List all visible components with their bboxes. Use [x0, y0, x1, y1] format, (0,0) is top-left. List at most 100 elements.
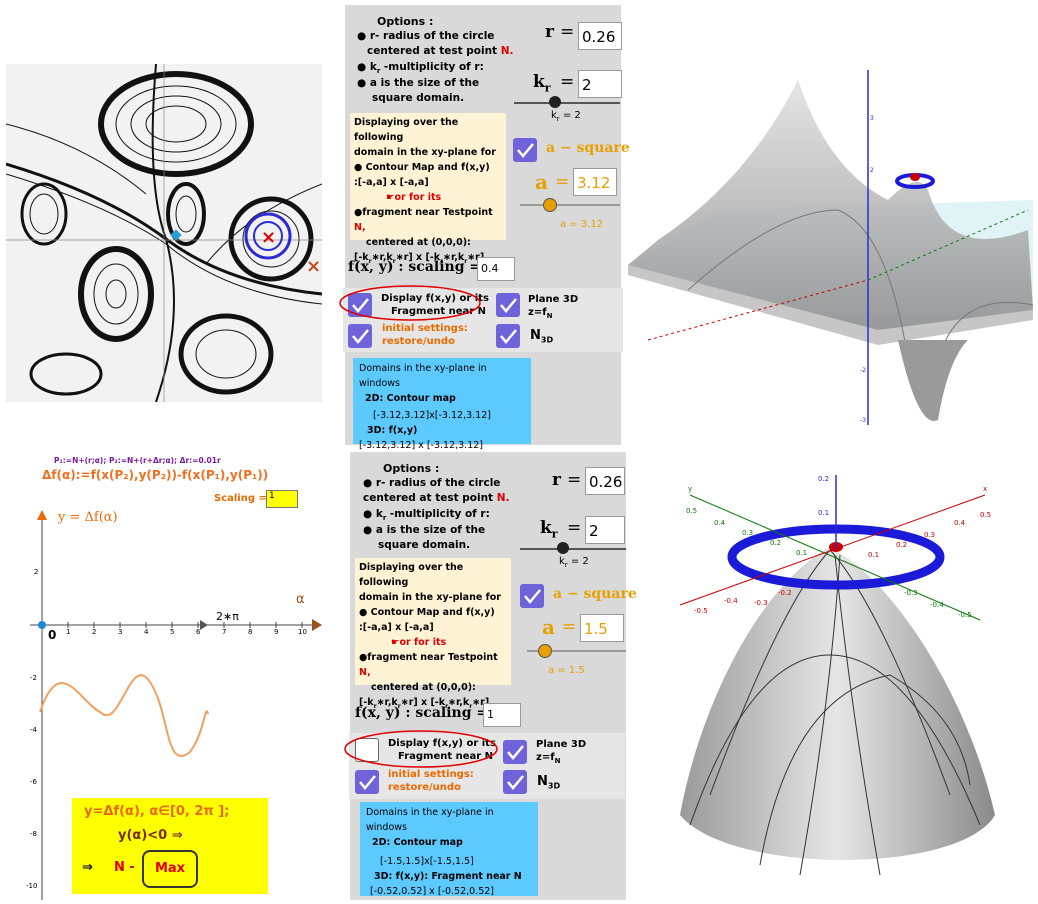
a-slider-knob[interactable] [543, 198, 557, 212]
plane-3d-label: Plane 3D z=fN [528, 294, 579, 320]
n3d-checkbox-bottom[interactable] [503, 770, 527, 794]
r-input[interactable]: 0.26 [578, 22, 622, 50]
a-square-label-bottom: a − square [553, 586, 637, 602]
y-tick-m8: -8 [30, 830, 37, 838]
contour-map-view[interactable]: × × [6, 64, 322, 402]
a-square-checkbox-bottom[interactable] [520, 584, 544, 608]
svg-text:×: × [306, 256, 321, 277]
kr-label-bottom: kr [540, 518, 558, 541]
svg-text:-0.4: -0.4 [930, 601, 944, 609]
option-kr-line: ● kr -multiplicity of r: [357, 61, 484, 76]
display-fxy-label-bottom: Display f(x,y) or its Fragment near N [388, 738, 496, 762]
a-slider-track-bottom[interactable] [527, 650, 626, 652]
x-tick-10: 10 [298, 628, 307, 636]
kr-slider-track-bottom[interactable] [520, 548, 626, 550]
kr-input[interactable]: 2 [578, 70, 622, 98]
kr-slider-value-bottom: kr = 2 [559, 556, 589, 569]
fxy-scaling-label-bottom: f(x, y) : scaling = [355, 705, 489, 721]
svg-text:0.5: 0.5 [980, 511, 991, 519]
red-highlight-ellipse-bottom [344, 730, 498, 768]
svg-text:-0.2: -0.2 [778, 589, 792, 597]
option-r-line: ● r- radius of the circle [357, 30, 495, 42]
initial-settings-label-bottom: initial settings: restore/undo [388, 769, 474, 793]
graph-2d-view[interactable]: P₁:=N+(r;α); P₂:=N+(r+Δr;α); Δr:=0.01r Δ… [26, 452, 342, 900]
svg-text:0.2: 0.2 [770, 539, 781, 547]
a-slider-value: a = 3.12 [560, 219, 604, 230]
a-slider-knob-bottom[interactable] [538, 644, 552, 658]
svg-text:0.3: 0.3 [924, 531, 935, 539]
a-slider-track[interactable] [520, 204, 620, 206]
svg-text:3: 3 [870, 115, 874, 122]
svg-text:-0.5: -0.5 [958, 611, 972, 619]
plane-3d-checkbox-bottom[interactable] [503, 740, 527, 764]
y-tick-m10: -10 [26, 882, 38, 890]
summary-line2: y(α)<0 ⇒ [118, 828, 183, 843]
view-3d-top[interactable]: 3 2 -2 -3 [628, 60, 1033, 430]
svg-text:0.3: 0.3 [742, 529, 753, 537]
y-tick-m6: -6 [30, 778, 37, 786]
option-square-line: square domain. [372, 92, 465, 104]
graph-y-label: y = Δf(α) [58, 510, 118, 525]
kr-slider-value: kr = 2 [551, 110, 581, 123]
n3d-label: N3D [530, 328, 554, 345]
svg-text:0.4: 0.4 [954, 519, 966, 527]
plane-3d-checkbox[interactable] [496, 293, 520, 317]
plane-3d-label-bottom: Plane 3D z=fN [536, 739, 587, 765]
y-tick-2: 2 [34, 568, 39, 576]
svg-text:-3: -3 [860, 417, 866, 424]
graph-alpha-label: α [296, 592, 305, 607]
a-input-bottom[interactable]: 1.5 [580, 614, 624, 642]
option-centered-line-bottom: centered at test point N. [363, 492, 510, 504]
svg-text:×: × [261, 227, 276, 248]
a-square-label: a − square [546, 140, 630, 156]
y-tick-m4: -4 [30, 726, 37, 734]
a-equals: = [555, 172, 570, 192]
summary-max: Max [142, 850, 198, 888]
svg-text:0.1: 0.1 [796, 549, 807, 557]
scaling-input[interactable]: 0.4 [477, 257, 515, 281]
kr-slider-knob[interactable] [549, 96, 561, 108]
option-centered-line: centered at test point N. [367, 45, 514, 57]
scaling-input-bottom[interactable]: 1 [483, 703, 521, 727]
a-slider-value-bottom: a = 1.5 [548, 665, 585, 676]
kr-equals-bottom: = [567, 518, 582, 538]
r-equals-bottom: = [567, 470, 582, 490]
red-highlight-ellipse [339, 285, 481, 321]
view-3d-bottom[interactable]: y x 0.5 0.4 0.3 0.2 0.1 0.1 0.2 0.3 0.4 … [640, 455, 1035, 900]
y-tick-m2: -2 [30, 674, 37, 682]
initial-settings-checkbox[interactable] [348, 324, 372, 348]
domains-box-top: Domains in the xy-plane in windows 2D: C… [353, 358, 531, 451]
n3d-checkbox[interactable] [496, 324, 520, 348]
r-input-bottom[interactable]: 0.26 [585, 467, 625, 495]
x-tick-4: 4 [144, 628, 149, 636]
x-tick-1: 1 [66, 628, 71, 636]
x-tick-8: 8 [248, 628, 253, 636]
option-a-line: ● a is the size of the [357, 77, 480, 89]
a-input[interactable]: 3.12 [573, 168, 617, 196]
initial-settings-checkbox-bottom[interactable] [355, 770, 379, 794]
svg-text:-0.4: -0.4 [724, 597, 738, 605]
summary-arrow: ⇒ [82, 860, 93, 875]
svg-text:0.2: 0.2 [896, 541, 907, 549]
a-label: a [535, 170, 548, 194]
option-square-line-bottom: square domain. [378, 539, 471, 551]
kr-slider-knob-bottom[interactable] [557, 542, 569, 554]
option-a-line-bottom: ● a is the size of the [363, 524, 486, 536]
graph-scaling-input[interactable]: 1 [266, 490, 298, 508]
svg-text:x: x [983, 485, 987, 493]
graph-zero: 0 [48, 628, 57, 642]
svg-text:y: y [688, 485, 692, 493]
display-fxy-label: Display f(x,y) or its Fragment near N [381, 293, 489, 317]
kr-input-bottom[interactable]: 2 [585, 516, 625, 544]
a-square-checkbox[interactable] [513, 138, 537, 162]
svg-text:0.4: 0.4 [714, 519, 726, 527]
summary-n: N - [114, 860, 135, 875]
svg-text:-0.3: -0.3 [904, 589, 918, 597]
graph-two-pi: 2∗π [216, 610, 239, 623]
x-tick-6: 6 [196, 628, 201, 636]
x-tick-3: 3 [118, 628, 123, 636]
option-kr-line-bottom: ● kr -multiplicity of r: [363, 508, 490, 523]
kr-slider-track[interactable] [514, 102, 620, 104]
summary-box: y=Δf(α), α∈[0, 2π ]; y(α)<0 ⇒ ⇒ N - Max [72, 798, 268, 894]
display-domain-box: Displaying over the following domain in … [350, 113, 506, 265]
